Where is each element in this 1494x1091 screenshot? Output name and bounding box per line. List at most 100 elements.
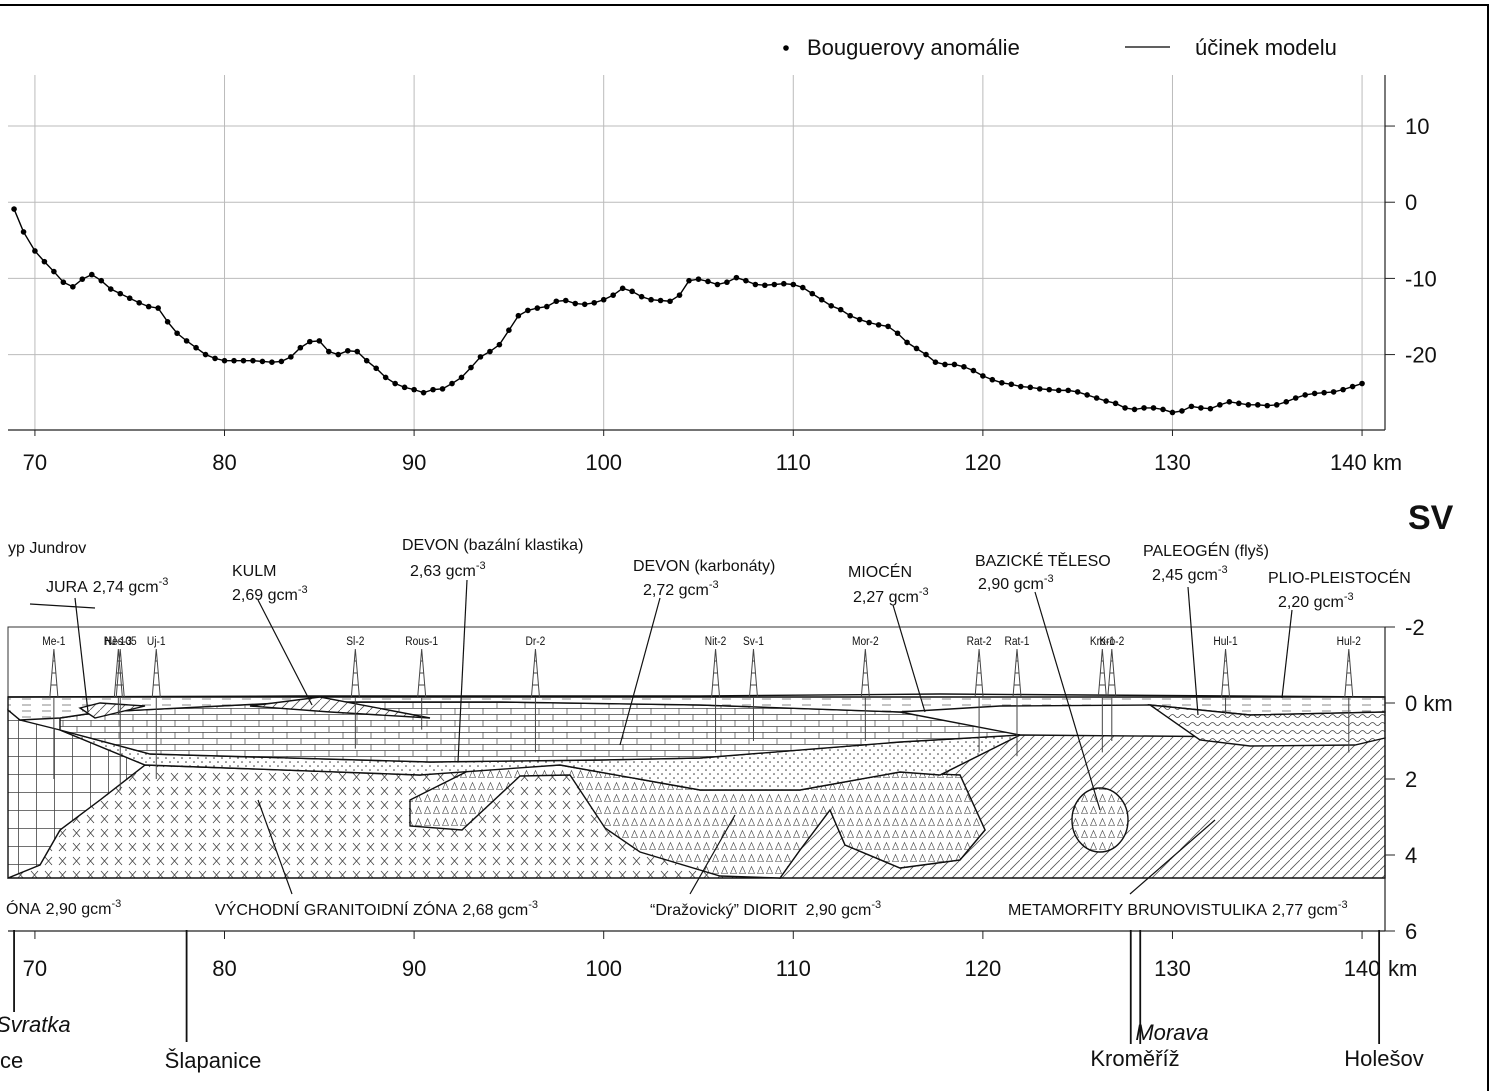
formation-label: MIOCÉN — [848, 562, 912, 581]
y-tick-label: -2 — [1405, 615, 1425, 640]
y-tick-label: -10 — [1405, 266, 1437, 291]
formation-density: 2,72 gcm — [643, 582, 709, 599]
formation-label: 2,45 gcm-3 — [1152, 564, 1228, 584]
x-axis-unit: km — [1388, 956, 1417, 981]
formation-labels: yp Jundrov JURA 2,74 gcm-3 KULM 2,69 gcm-… — [6, 537, 1411, 919]
well-label: Hul-2 — [1337, 635, 1361, 648]
well-label: Kro-1 — [1090, 635, 1115, 648]
formation-name: “Dražovický” DIORIT — [650, 902, 798, 919]
formation-label: JURA 2,74 gcm-3 — [46, 576, 168, 596]
well-derrick — [417, 648, 427, 698]
place-name: Kroměříž — [1090, 1046, 1179, 1071]
y-tick-label: 10 — [1405, 114, 1429, 139]
formation-label: PLIO-PLEISTOCÉN — [1268, 568, 1411, 587]
well-label: Dr-2 — [526, 635, 546, 648]
y-tick-label: 4 — [1405, 843, 1417, 868]
leader-lines — [29, 579, 1293, 895]
formation-label: 2,90 gcm-3 — [978, 573, 1054, 593]
formation-unit-exponent: -3 — [298, 584, 308, 596]
well-derrick — [1097, 648, 1107, 698]
formation-label: “Dražovický” DIORIT 2,90 gcm-3 — [650, 899, 881, 919]
well-derrick — [1344, 648, 1354, 698]
formation-unit-exponent: -3 — [709, 579, 719, 591]
x-tick-label: 100 — [585, 450, 622, 475]
well-label: Mor-2 — [852, 635, 879, 648]
well-label: Me-1 — [42, 635, 65, 648]
formation-unit-exponent: -3 — [528, 899, 538, 911]
well-derrick — [1107, 648, 1117, 698]
place-name: ce — [0, 1048, 23, 1073]
well-derrick — [115, 648, 125, 698]
legend-symbol — [783, 45, 789, 51]
well-derrick — [974, 648, 984, 698]
x-tick-label: 130 — [1154, 450, 1191, 475]
well-derrick — [350, 648, 360, 698]
formation-unit-exponent: -3 — [1044, 573, 1054, 585]
place-name: Svratka — [0, 1012, 71, 1037]
formation-density: 2,69 gcm — [232, 587, 298, 604]
place-name: Morava — [1135, 1020, 1208, 1045]
formation-label: VÝCHODNÍ GRANITOIDNÍ ZÓNA 2,68 gcm-3 — [215, 899, 538, 919]
well-label: Nes-3 — [105, 635, 132, 648]
place-name: Holešov — [1344, 1046, 1423, 1071]
place-name: Šlapanice — [165, 1048, 262, 1073]
x-tick-label: 120 — [965, 450, 1002, 475]
well-derrick — [1221, 648, 1231, 698]
well-derrick — [748, 648, 758, 698]
direction-label: SV — [1408, 499, 1454, 537]
well-label: Sl-2 — [346, 635, 364, 648]
y-tick-label: 2 — [1405, 767, 1417, 792]
formation-name: PALEOGÉN (flyš) — [1143, 541, 1269, 560]
formation-label: PALEOGÉN (flyš) — [1143, 541, 1269, 560]
formation-unit-exponent: -3 — [1218, 564, 1228, 576]
model-line — [13, 208, 1363, 414]
formation-label: 2,20 gcm-3 — [1278, 591, 1354, 611]
formation-name: PLIO-PLEISTOCÉN — [1268, 568, 1411, 587]
formation-name: ÓNA — [6, 899, 41, 918]
formation-unit-exponent: -3 — [1338, 899, 1348, 911]
legend-label: Bouguerovy anomálie — [807, 35, 1020, 60]
formation-density: 2,45 gcm — [1152, 567, 1218, 584]
formation-unit-exponent: -3 — [871, 899, 881, 911]
formation-name: DEVON (bazální klastika) — [402, 537, 583, 554]
formation-label: BAZICKÉ TĚLESO — [975, 551, 1111, 570]
x-tick-label: 140 km — [1330, 450, 1402, 475]
formation-label: yp Jundrov — [8, 540, 86, 557]
formation-label: DEVON (bazální klastika) — [402, 537, 583, 554]
formation-label: METAMORFITY BRUNOVISTULIKA 2,77 gcm-3 — [1008, 899, 1348, 919]
well-derrick — [860, 648, 870, 698]
formation-name: KULM — [232, 563, 276, 580]
x-tick-label: 110 — [776, 956, 811, 981]
formation-name: BAZICKÉ TĚLESO — [975, 551, 1111, 570]
well-label: Nit-2 — [705, 635, 727, 648]
well-derrick — [711, 648, 721, 698]
formation-unit-exponent: -3 — [159, 576, 169, 588]
formation-label: 2,72 gcm-3 — [643, 579, 719, 599]
well-label: Rous-1 — [405, 635, 438, 648]
formation-name: JURA — [46, 579, 88, 596]
section-layers — [7, 626, 1386, 880]
well-derrick — [49, 648, 59, 698]
well-label: Kro-2 — [1099, 635, 1124, 648]
formation-density: 2,90 gcm — [978, 576, 1044, 593]
well-derrick — [1012, 648, 1022, 698]
formation-density: 2,90 gcm — [806, 902, 872, 919]
formation-label: 2,63 gcm-3 — [410, 560, 486, 580]
formation-unit-exponent: -3 — [111, 898, 121, 910]
well-label: Hul-1 — [1213, 635, 1237, 648]
well-derrick — [151, 648, 161, 698]
formation-label: 2,27 gcm-3 — [853, 586, 929, 606]
formation-name: METAMORFITY BRUNOVISTULIKA — [1008, 902, 1267, 919]
x-tick-label: 90 — [402, 450, 426, 475]
x-tick-label: 80 — [212, 450, 236, 475]
x-tick-label: 120 — [965, 956, 1002, 981]
formation-density: 2,20 gcm — [1278, 594, 1344, 611]
formation-label: KULM — [232, 563, 276, 580]
formation-density: 2,74 gcm — [93, 579, 159, 596]
formation-unit-exponent: -3 — [476, 560, 486, 572]
x-tick-label: 140 — [1344, 956, 1381, 981]
frame — [0, 4, 1489, 1091]
x-tick-label: 70 — [23, 956, 47, 981]
y-tick-label: 0 km — [1405, 691, 1453, 716]
